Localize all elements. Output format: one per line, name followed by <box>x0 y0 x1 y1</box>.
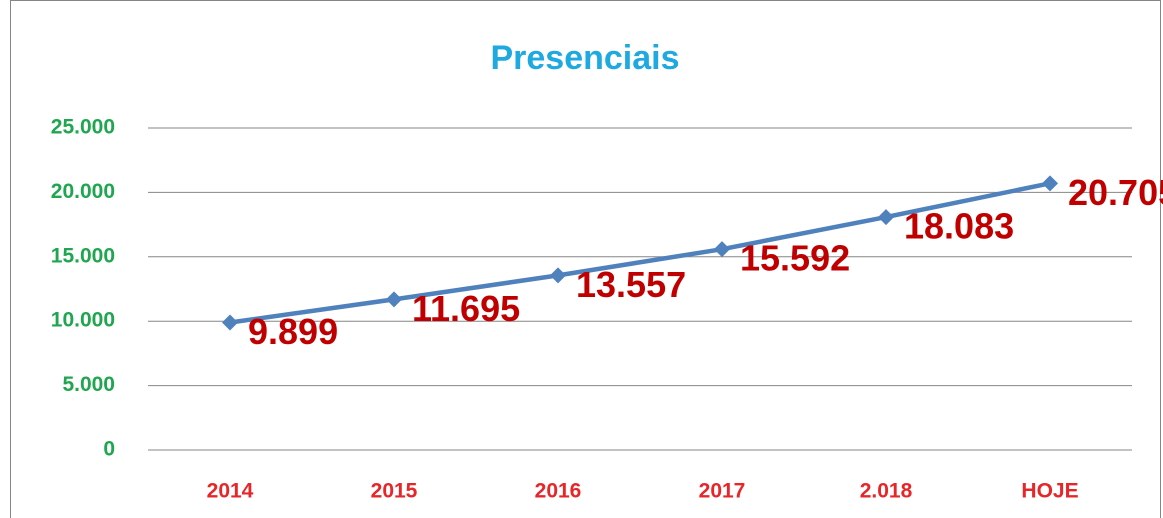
marker <box>1042 175 1058 192</box>
marker <box>550 267 566 284</box>
y-tick-label: 0 <box>103 438 115 461</box>
data-label: 20.705 <box>1068 172 1163 213</box>
y-tick-label: 25.000 <box>51 116 115 139</box>
y-tick-label: 10.000 <box>51 309 115 332</box>
marker <box>878 209 894 226</box>
marker <box>386 291 402 308</box>
marker <box>714 241 730 258</box>
chart-title: Presenciais <box>490 39 679 77</box>
x-tick-label: 2.018 <box>860 480 913 503</box>
chart-frame <box>10 0 1161 518</box>
x-tick-label: 2015 <box>371 480 418 503</box>
line <box>229 181 1051 325</box>
x-tick-label: HOJE <box>1021 480 1078 503</box>
data-label: 13.557 <box>576 264 686 305</box>
data-label: 18.083 <box>904 206 1014 247</box>
x-tick-label: 2014 <box>207 480 254 503</box>
y-tick-label: 5.000 <box>62 373 115 396</box>
data-label: 11.695 <box>412 288 520 329</box>
x-tick-label: 2017 <box>699 480 746 503</box>
marker <box>222 314 238 331</box>
y-tick-label: 15.000 <box>51 244 115 267</box>
data-label: 9.899 <box>248 311 338 352</box>
data-label: 15.592 <box>740 238 850 279</box>
y-tick-label: 20.000 <box>51 180 115 203</box>
x-tick-label: 2016 <box>535 480 582 503</box>
